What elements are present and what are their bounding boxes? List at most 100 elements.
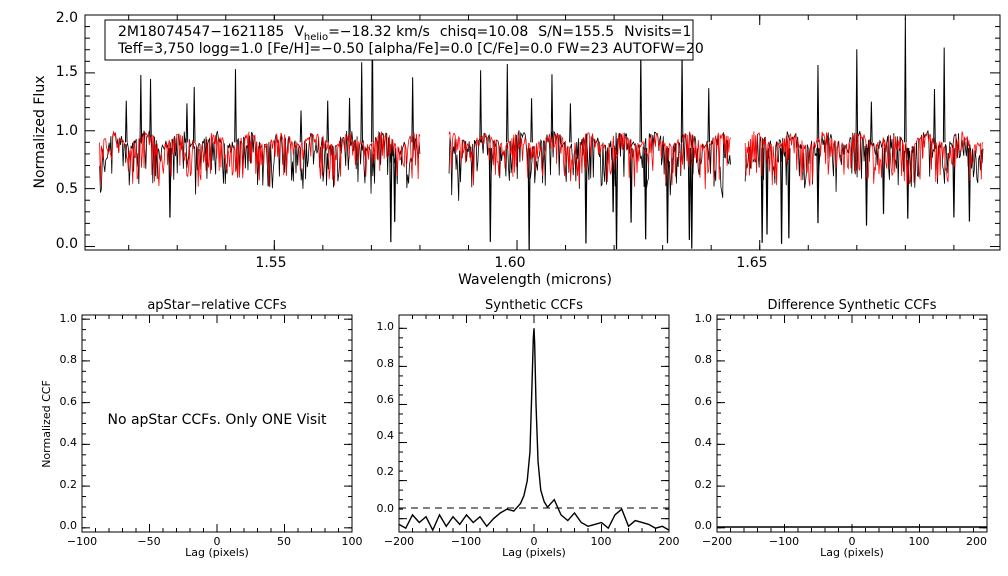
observed-spectrum-chip bbox=[744, 129, 984, 192]
apstar-x-tick-label: −100 bbox=[67, 535, 97, 548]
absorption-dip bbox=[614, 148, 619, 250]
absorption-dip bbox=[389, 148, 393, 243]
difference-y-tick-label: 0.8 bbox=[695, 353, 713, 366]
synthetic-y-tick-label: 0.0 bbox=[377, 502, 395, 515]
spectrum-ticks bbox=[85, 14, 1000, 250]
synthetic-x-tick-label: 100 bbox=[591, 535, 612, 548]
chisq-value: chisq=10.08 bbox=[440, 24, 528, 40]
absorption-dip bbox=[629, 148, 633, 223]
apstar-y-tick-label: 0.4 bbox=[60, 436, 78, 449]
synthetic-y-tick-label: 0.4 bbox=[377, 429, 395, 442]
apstar-y-tick-label: 0.2 bbox=[60, 478, 78, 491]
emission-spike bbox=[506, 63, 509, 143]
stellar-parameters: Teff=3,750 logg=1.0 [Fe/H]=−0.50 [alpha/… bbox=[117, 41, 704, 57]
absorption-dip bbox=[816, 148, 820, 224]
difference-ticks bbox=[716, 315, 988, 532]
nvisits-value: Nvisits=1 bbox=[624, 24, 691, 40]
absorption-dip bbox=[393, 148, 397, 222]
spectrum-y-tick-label: 0.0 bbox=[56, 236, 78, 252]
emission-spike bbox=[139, 74, 143, 143]
spectrum-x-tick-label: 1.65 bbox=[736, 255, 767, 271]
apstar-title: apStar−relative CCFs bbox=[147, 298, 287, 313]
emission-spike bbox=[348, 98, 351, 143]
spectrum-annotation-box: 2M18074547−1621185 Vhelio=−18.32 km/s chis… bbox=[104, 19, 704, 61]
apstar-y-tick-label: 0.0 bbox=[60, 519, 78, 532]
apstar-x-tick-label: 100 bbox=[342, 535, 363, 548]
apstar-y-tick-label: 1.0 bbox=[60, 312, 78, 325]
difference-y-tick-label: 1.0 bbox=[695, 312, 713, 325]
synthetic-ccf-panel: Synthetic CCFs Lag (pixels) −200 −100 0 … bbox=[377, 298, 680, 559]
synthetic-spectrum-chip bbox=[744, 131, 984, 187]
difference-y-tick-label: 0.4 bbox=[695, 436, 713, 449]
vhelio-symbol: V bbox=[294, 24, 304, 40]
synthetic-spectrum-chip bbox=[99, 131, 421, 187]
star-id: 2M18074547−1621185 bbox=[118, 24, 284, 40]
absorption-dip bbox=[611, 148, 615, 213]
emission-spike bbox=[816, 65, 820, 143]
apstar-ccf-panel: apStar−relative CCFs No apStar CCFs. Onl… bbox=[40, 298, 363, 559]
difference-x-axis-label: Lag (pixels) bbox=[820, 546, 884, 559]
synthetic-ccf-line bbox=[398, 328, 670, 532]
emission-spike bbox=[855, 49, 859, 143]
emission-spike bbox=[707, 88, 711, 143]
emission-spike bbox=[411, 77, 414, 143]
difference-y-tick-label: 0.6 bbox=[695, 395, 713, 408]
difference-x-tick-label: −100 bbox=[769, 535, 799, 548]
absorption-dip bbox=[760, 148, 764, 243]
synthetic-y-tick-label: 1.0 bbox=[377, 320, 395, 333]
synthetic-spectrum-series bbox=[99, 131, 984, 190]
apstar-y-tick-label: 0.8 bbox=[60, 353, 78, 366]
synthetic-x-axis-label: Lag (pixels) bbox=[502, 546, 566, 559]
emission-spike bbox=[185, 103, 189, 143]
difference-title: Difference Synthetic CCFs bbox=[767, 298, 936, 313]
spectrum-panel: 2.0 1.5 1.0 0.5 0.0 1.55 1.60 1.65 Wavel… bbox=[32, 10, 1001, 288]
absorption-dip bbox=[765, 148, 769, 235]
absorption-dip bbox=[690, 148, 694, 249]
emission-spike bbox=[124, 100, 128, 143]
spectrum-x-tick-label: 1.60 bbox=[494, 255, 525, 271]
emission-spike bbox=[870, 101, 873, 143]
absorption-dip bbox=[687, 148, 691, 240]
difference-y-tick-label: 0.2 bbox=[695, 478, 713, 491]
apstar-x-tick-label: 0 bbox=[214, 535, 221, 548]
apstar-y-tick-label: 0.6 bbox=[60, 395, 78, 408]
difference-x-tick-label: 0 bbox=[849, 535, 856, 548]
difference-y-tick-label: 0.0 bbox=[695, 519, 713, 532]
synthetic-x-tick-label: −100 bbox=[451, 535, 481, 548]
absorption-dip bbox=[864, 148, 869, 226]
spectrum-y-tick-label: 1.5 bbox=[56, 64, 78, 80]
difference-x-tick-label: 100 bbox=[909, 535, 930, 548]
absorption-dip bbox=[787, 148, 791, 239]
snr-value: S/N=155.5 bbox=[538, 24, 614, 40]
synthetic-y-tick-label: 0.2 bbox=[377, 465, 395, 478]
vhelio-value: =−18.32 km/s bbox=[328, 24, 430, 40]
apstar-message: No apStar CCFs. Only ONE Visit bbox=[107, 412, 327, 428]
emission-spike bbox=[371, 19, 374, 143]
emission-spike bbox=[933, 88, 936, 143]
difference-x-tick-label: 200 bbox=[966, 535, 987, 548]
emission-spike bbox=[149, 78, 152, 143]
absorption-dip bbox=[881, 148, 886, 214]
spectrum-y-tick-label: 1.0 bbox=[56, 123, 78, 139]
emission-spike bbox=[299, 110, 303, 143]
emission-spike bbox=[326, 100, 330, 143]
emission-spike bbox=[569, 103, 572, 143]
vhelio-subscript: helio bbox=[304, 32, 328, 43]
spectrum-x-tick-label: 1.55 bbox=[255, 255, 286, 271]
apstar-ticks bbox=[81, 315, 353, 532]
difference-ccf-panel: Difference Synthetic CCFs Lag (pixels) −… bbox=[695, 298, 988, 559]
spectrum-y-tick-label: 0.5 bbox=[56, 181, 78, 197]
apstar-x-axis-label: Lag (pixels) bbox=[185, 546, 249, 559]
emission-spike bbox=[234, 69, 237, 143]
synthetic-title: Synthetic CCFs bbox=[485, 298, 583, 313]
synthetic-x-tick-label: −200 bbox=[384, 535, 414, 548]
synthetic-spectrum-chip bbox=[448, 131, 731, 190]
spectrum-plot-frame bbox=[84, 14, 1001, 251]
apstar-x-tick-label: −50 bbox=[137, 535, 160, 548]
synthetic-x-tick-label: 0 bbox=[531, 535, 538, 548]
emission-spike bbox=[479, 70, 482, 143]
synthetic-x-tick-label: 200 bbox=[659, 535, 680, 548]
absorption-dip bbox=[952, 148, 956, 218]
emission-spike bbox=[530, 98, 533, 143]
